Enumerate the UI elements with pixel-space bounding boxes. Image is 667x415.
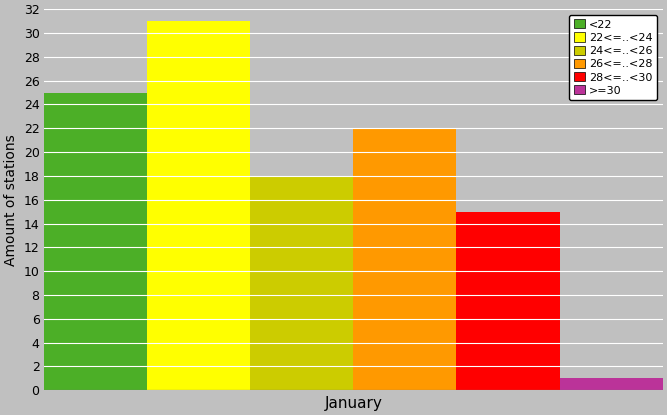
Bar — [560, 378, 663, 390]
Bar — [354, 128, 456, 390]
Bar — [456, 212, 560, 390]
Bar — [147, 21, 250, 390]
Y-axis label: Amount of stations: Amount of stations — [4, 134, 18, 266]
Legend: <22, 22<=..<24, 24<=..<26, 26<=..<28, 28<=..<30, >=30: <22, 22<=..<24, 24<=..<26, 26<=..<28, 28… — [569, 15, 657, 100]
Bar — [44, 93, 147, 390]
Bar — [250, 176, 354, 390]
